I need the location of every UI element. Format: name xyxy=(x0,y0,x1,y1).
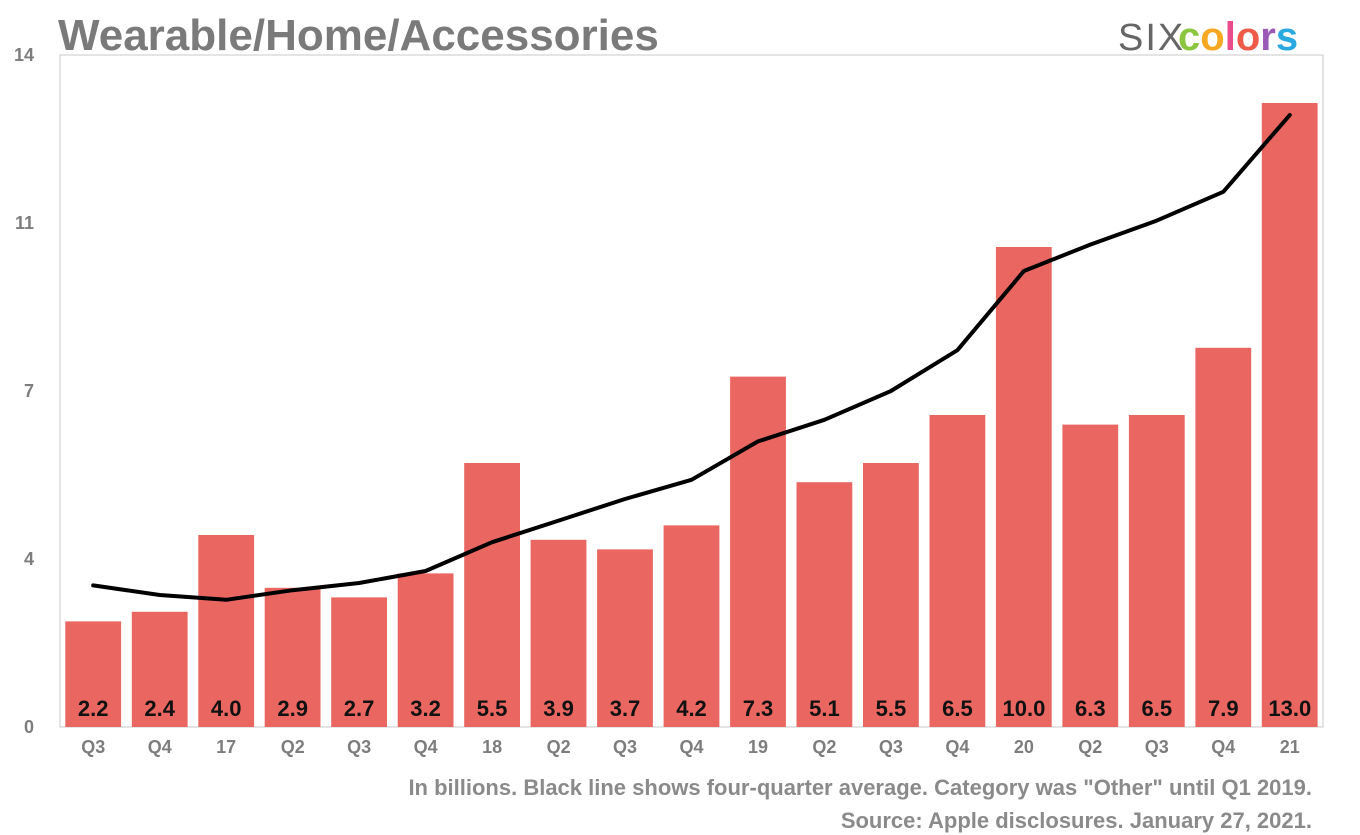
x-tick-4: Q3 xyxy=(347,737,371,757)
logo-letter-c: c xyxy=(1178,15,1200,59)
x-tick-6: 18 xyxy=(482,737,502,757)
bar-value-label-13: 6.5 xyxy=(942,696,973,721)
x-tick-12: Q3 xyxy=(879,737,903,757)
bar-value-label-10: 7.3 xyxy=(743,696,774,721)
x-tick-13: Q4 xyxy=(945,737,969,757)
y-tick-3: 11 xyxy=(15,213,34,233)
bar-value-label-0: 2.2 xyxy=(78,696,109,721)
x-tick-3: Q2 xyxy=(281,737,305,757)
bar-13 xyxy=(929,415,986,727)
bar-12 xyxy=(863,463,919,727)
x-tick-5: Q4 xyxy=(414,737,438,757)
bar-value-label-5: 3.2 xyxy=(410,696,441,721)
logo-letter-l: l xyxy=(1225,15,1236,59)
x-tick-9: Q4 xyxy=(679,737,703,757)
bar-0 xyxy=(65,621,122,727)
bar-11 xyxy=(796,482,853,727)
bar-9 xyxy=(663,525,720,727)
bar-1 xyxy=(131,611,188,727)
sixcolors-logo: SIX colors xyxy=(1118,15,1298,59)
bar-18 xyxy=(1261,103,1318,727)
bar-10 xyxy=(730,376,786,727)
bar-value-label-12: 5.5 xyxy=(876,696,907,721)
average-line xyxy=(91,113,1292,602)
source-note: Source: Apple disclosures. January 27, 2… xyxy=(841,808,1312,833)
x-tick-11: Q2 xyxy=(812,737,836,757)
x-tick-15: Q2 xyxy=(1078,737,1102,757)
x-tick-8: Q3 xyxy=(613,737,637,757)
bar-value-label-14: 10.0 xyxy=(1002,696,1045,721)
bar-value-label-6: 5.5 xyxy=(477,696,508,721)
x-tick-10: 19 xyxy=(748,737,768,757)
x-tick-18: 21 xyxy=(1280,737,1300,757)
logo-letter-s: s xyxy=(1276,15,1298,59)
bar-value-label-7: 3.9 xyxy=(543,696,574,721)
y-axis-ticks: 0 4 7 11 14 xyxy=(14,45,34,737)
bar-3 xyxy=(264,587,321,727)
logo-letter-r: r xyxy=(1260,15,1276,59)
y-tick-2: 7 xyxy=(24,381,34,401)
logo-letter-o2: o xyxy=(1236,15,1260,59)
x-tick-17: Q4 xyxy=(1211,737,1235,757)
logo-six-text: SIX xyxy=(1118,17,1185,59)
bar-value-label-18: 13.0 xyxy=(1268,696,1311,721)
y-tick-4: 14 xyxy=(14,45,34,65)
x-tick-7: Q2 xyxy=(547,737,571,757)
bar-value-label-4: 2.7 xyxy=(344,696,375,721)
bar-7 xyxy=(530,539,587,727)
y-tick-1: 4 xyxy=(24,549,34,569)
value-labels: 2.2 2.4 4.0 2.9 2.7 3.2 5.5 3.9 3.7 4.2 7.3 5.1 5.5 6… xyxy=(78,696,1311,721)
chart-title: Wearable/Home/Accessories xyxy=(58,11,659,60)
bar-17 xyxy=(1195,347,1252,727)
bar-14 xyxy=(995,247,1052,727)
x-tick-1: Q4 xyxy=(148,737,172,757)
bars xyxy=(65,103,1318,727)
bar-value-label-15: 6.3 xyxy=(1075,696,1106,721)
bar-6 xyxy=(464,463,520,727)
y-tick-0: 0 xyxy=(24,717,34,737)
x-tick-14: 20 xyxy=(1014,737,1034,757)
logo-letter-o1: o xyxy=(1200,15,1224,59)
logo-colors-text: colors xyxy=(1178,15,1298,59)
footnote: In billions. Black line shows four-quart… xyxy=(408,775,1312,800)
bar-value-label-3: 2.9 xyxy=(277,696,308,721)
bar-value-label-11: 5.1 xyxy=(809,696,840,721)
x-tick-0: Q3 xyxy=(81,737,105,757)
bar-value-label-1: 2.4 xyxy=(144,696,175,721)
x-tick-2: 17 xyxy=(216,737,236,757)
bar-2 xyxy=(198,535,255,727)
x-tick-16: Q3 xyxy=(1145,737,1169,757)
bar-value-label-17: 7.9 xyxy=(1208,696,1239,721)
bar-5 xyxy=(397,573,454,727)
x-axis-ticks: Q3 Q4 17 Q2 Q3 Q4 18 Q2 Q3 Q4 19 Q2 Q3 Q4 20 Q2 Q3 Q4 21 xyxy=(81,737,1300,757)
bar-4 xyxy=(331,597,387,727)
bar-value-label-9: 4.2 xyxy=(676,696,707,721)
bar-value-label-16: 6.5 xyxy=(1142,696,1173,721)
bar-value-label-8: 3.7 xyxy=(610,696,641,721)
bar-8 xyxy=(597,549,653,727)
bar-value-label-2: 4.0 xyxy=(211,696,242,721)
bar-15 xyxy=(1062,424,1119,727)
bar-16 xyxy=(1128,415,1185,727)
